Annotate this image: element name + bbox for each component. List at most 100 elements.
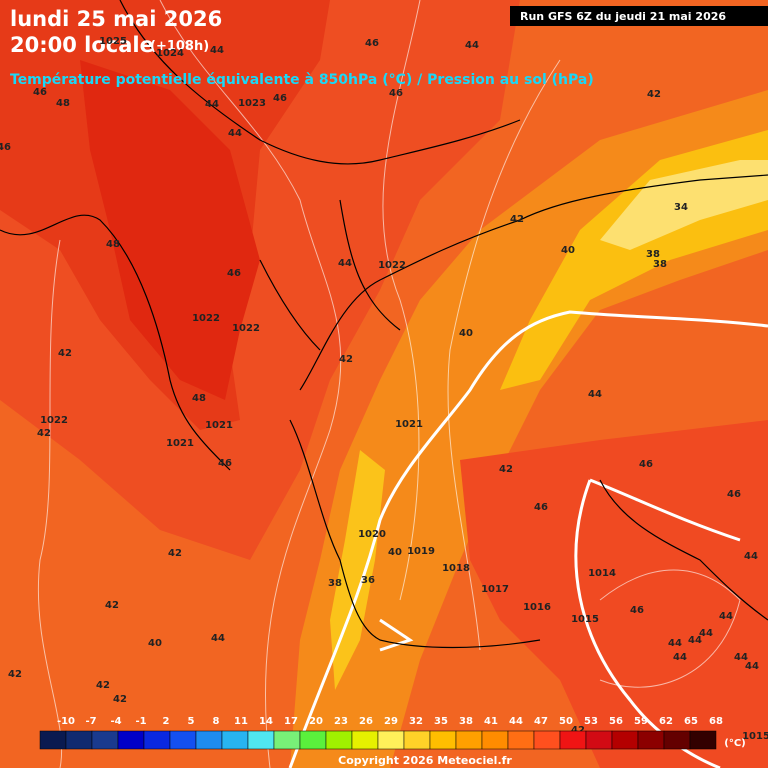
map-label: 1022 (192, 313, 220, 324)
map-label: 1022 (40, 415, 68, 426)
colorbar-label: 14 (259, 716, 273, 727)
colorbar-label: 59 (634, 716, 648, 727)
colorbar-swatch (403, 730, 431, 750)
map-label: 34 (674, 202, 688, 213)
time: 20:00 locale (10, 33, 154, 57)
map-label: 42 (8, 669, 22, 680)
colorbar-label: 2 (163, 716, 170, 727)
colorbar-label: 8 (213, 716, 220, 727)
colorbar-swatch (559, 730, 587, 750)
map-label: 42 (37, 428, 51, 439)
colorbar-swatch (689, 730, 717, 750)
map-label: 1015 (742, 731, 768, 742)
colorbar-label: 32 (409, 716, 423, 727)
date: lundi 25 mai 2026 (10, 7, 222, 31)
colorbar-swatch (429, 730, 457, 750)
colorbar-label: 38 (459, 716, 473, 727)
warm-east (460, 420, 768, 768)
map-label: 46 (727, 489, 741, 500)
map-label: 40 (459, 328, 473, 339)
colorbar-swatch (585, 730, 613, 750)
map-label: 1018 (442, 563, 470, 574)
colorbar-swatch (65, 730, 93, 750)
map-label: 42 (113, 694, 127, 705)
map-label: 44 (688, 635, 702, 646)
map-label: 46 (218, 458, 232, 469)
map-label: 44 (205, 99, 219, 110)
colorbar-swatch (273, 730, 301, 750)
colorbar-swatch (169, 730, 197, 750)
map-label: 44 (668, 638, 682, 649)
map-label: 42 (58, 348, 72, 359)
colorbar-label: 20 (309, 716, 323, 727)
map-label: 40 (388, 547, 402, 558)
map-label: 1021 (205, 420, 233, 431)
colorbar-swatch (377, 730, 405, 750)
colorbar-swatch (351, 730, 379, 750)
colorbar-swatch (507, 730, 535, 750)
colorbar-label: 50 (559, 716, 573, 727)
map-label: 40 (561, 245, 575, 256)
colorbar-swatch (663, 730, 691, 750)
map-label: 44 (734, 652, 748, 663)
colorbar-swatch (91, 730, 119, 750)
colorbar-swatch (247, 730, 275, 750)
map-label: 38 (646, 249, 660, 260)
map-label: 44 (465, 40, 479, 51)
map-label: 44 (719, 611, 733, 622)
colorbar-swatch (325, 730, 353, 750)
map-label: 42 (647, 89, 661, 100)
subtitle: Température potentielle équivalente à 85… (10, 72, 594, 88)
colorbar: -10 -7 -4 -1 2 5 8 11 14 17 20 23 26 29 32 35 38 41 44 47 50… (39, 716, 746, 750)
colorbar-label: 23 (334, 716, 348, 727)
map-label: 46 (0, 142, 11, 153)
coolest-zone (600, 160, 768, 250)
colorbar-label: 26 (359, 716, 373, 727)
map-label: 42 (168, 548, 182, 559)
map-label: 1023 (238, 98, 266, 109)
map-label: 42 (105, 600, 119, 611)
colorbar-label: 29 (384, 716, 398, 727)
colorbar-label: -10 (57, 716, 75, 727)
map-label: 36 (361, 575, 375, 586)
map-label: 48 (106, 239, 120, 250)
map-label: 46 (227, 268, 241, 279)
colorbar-label: 41 (484, 716, 498, 727)
isobars (288, 310, 768, 768)
map-label: 1025 (99, 36, 127, 47)
map-label: 1022 (378, 260, 406, 271)
map-label: 1024 (156, 48, 184, 59)
map-label: 38 (653, 259, 667, 270)
colorbar-label: -7 (85, 716, 96, 727)
contours (37, 0, 741, 768)
map-label: 42 (499, 464, 513, 475)
map-label: 44 (338, 258, 352, 269)
map-label: 42 (96, 680, 110, 691)
map-label: 44 (744, 551, 758, 562)
borders (0, 0, 768, 649)
map-label: 46 (639, 459, 653, 470)
colorbar-label: 47 (534, 716, 548, 727)
map-label: 48 (56, 98, 70, 109)
colorbar-swatch (195, 730, 223, 750)
colorbar-unit: (°C) (724, 738, 745, 749)
run-box (510, 6, 768, 26)
colorbar-swatch (533, 730, 561, 750)
colorbar-swatch (299, 730, 327, 750)
colorbar-swatch (39, 730, 67, 750)
map-label: 44 (210, 45, 224, 56)
colorbar-label: 5 (188, 716, 195, 727)
lead-time: (+108h) (150, 39, 209, 54)
map-label: 46 (534, 502, 548, 513)
map-label: 46 (273, 93, 287, 104)
map-label: 44 (745, 661, 759, 672)
map-label: 46 (389, 88, 403, 99)
map-label: 1014 (588, 568, 616, 579)
colorbar-swatch (143, 730, 171, 750)
map-label: 46 (33, 87, 47, 98)
map-label: 1016 (523, 602, 551, 613)
run-info: Run GFS 6Z du jeudi 21 mai 2026 (520, 10, 726, 23)
colorbar-swatch (117, 730, 145, 750)
colorbar-label: -1 (135, 716, 146, 727)
